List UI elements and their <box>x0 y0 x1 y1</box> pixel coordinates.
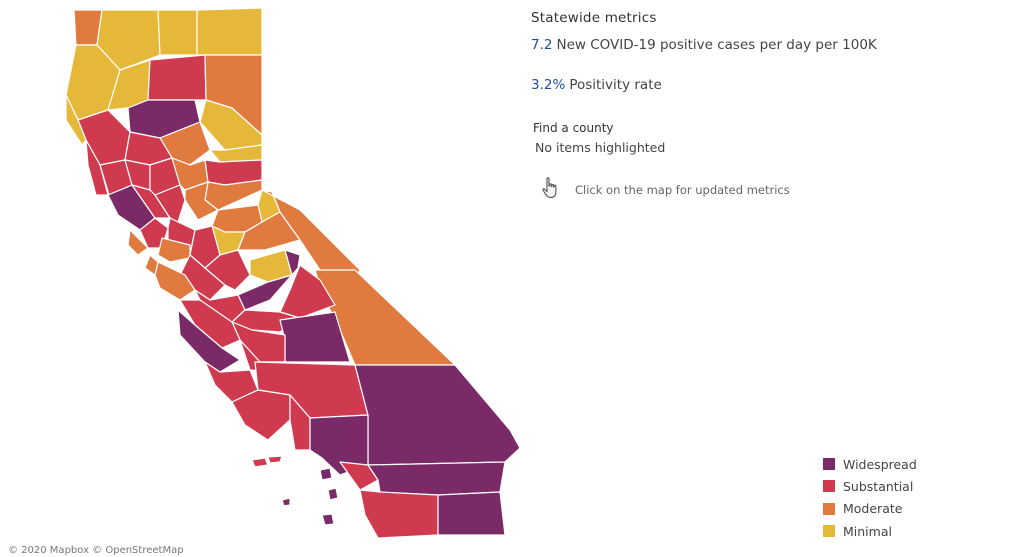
county-region[interactable] <box>367 461 506 496</box>
legend-label: Substantial <box>843 478 914 494</box>
legend-item-substantial[interactable]: Substantial <box>823 475 917 497</box>
legend-swatch-minimal <box>823 525 835 538</box>
county-region[interactable] <box>209 144 263 163</box>
legend-label: Moderate <box>843 501 903 517</box>
cases-metric: 7.2 New COVID-19 positive cases per day p… <box>531 35 877 55</box>
cases-value: 7.2 <box>531 37 553 53</box>
county-region[interactable] <box>231 389 291 441</box>
legend-label: Widespread <box>843 456 917 472</box>
legend-swatch-substantial <box>823 480 835 493</box>
county-region[interactable] <box>289 394 311 451</box>
county-region[interactable] <box>177 309 241 373</box>
county-region[interactable] <box>437 491 506 536</box>
county-region[interactable] <box>154 184 186 223</box>
county-region[interactable] <box>77 109 131 166</box>
map-legend: Widespread Substantial Moderate Minimal <box>823 453 917 542</box>
county-region[interactable] <box>321 513 335 526</box>
county-region[interactable] <box>267 455 283 464</box>
legend-swatch-widespread <box>823 458 835 471</box>
county-region[interactable] <box>327 487 339 501</box>
county-region[interactable] <box>319 467 333 481</box>
county-region[interactable] <box>157 9 198 56</box>
map-attribution: © 2020 Mapbox © OpenStreetMap <box>8 545 184 556</box>
positivity-label: Positivity rate <box>569 77 662 93</box>
metrics-title: Statewide metrics <box>531 10 657 26</box>
legend-item-minimal[interactable]: Minimal <box>823 520 917 542</box>
county-region[interactable] <box>65 94 87 146</box>
legend-label: Minimal <box>843 523 892 539</box>
county-region[interactable] <box>354 364 521 466</box>
county-region[interactable] <box>309 414 369 476</box>
hint-text: Click on the map for updated metrics <box>575 183 790 197</box>
county-region[interactable] <box>147 54 207 101</box>
county-region[interactable] <box>204 249 251 291</box>
county-map[interactable]: © 2020 Mapbox © OpenStreetMap <box>0 0 540 556</box>
pointer-hand-icon <box>542 177 557 199</box>
find-county-label: Find a county <box>533 121 614 135</box>
county-region[interactable] <box>251 457 269 468</box>
california-county-map[interactable] <box>0 0 540 556</box>
legend-item-widespread[interactable]: Widespread <box>823 453 917 475</box>
county-region[interactable] <box>144 254 159 276</box>
positivity-value: 3.2% <box>531 77 566 93</box>
county-search-dropdown[interactable]: No items highlighted <box>535 140 666 155</box>
legend-item-moderate[interactable]: Moderate <box>823 498 917 520</box>
statewide-metrics-panel: Statewide metrics 7.2 New COVID-19 positi… <box>531 8 1001 93</box>
county-region[interactable] <box>85 139 109 196</box>
county-region[interactable] <box>196 7 263 56</box>
county-region[interactable] <box>96 9 161 71</box>
county-region[interactable] <box>359 489 439 539</box>
county-region[interactable] <box>157 237 191 263</box>
legend-swatch-moderate <box>823 502 835 515</box>
cases-label: New COVID-19 positive cases per day per … <box>556 37 877 53</box>
county-region[interactable] <box>281 497 291 507</box>
positivity-metric: 3.2% Positivity rate <box>531 75 662 95</box>
county-region[interactable] <box>127 229 149 256</box>
